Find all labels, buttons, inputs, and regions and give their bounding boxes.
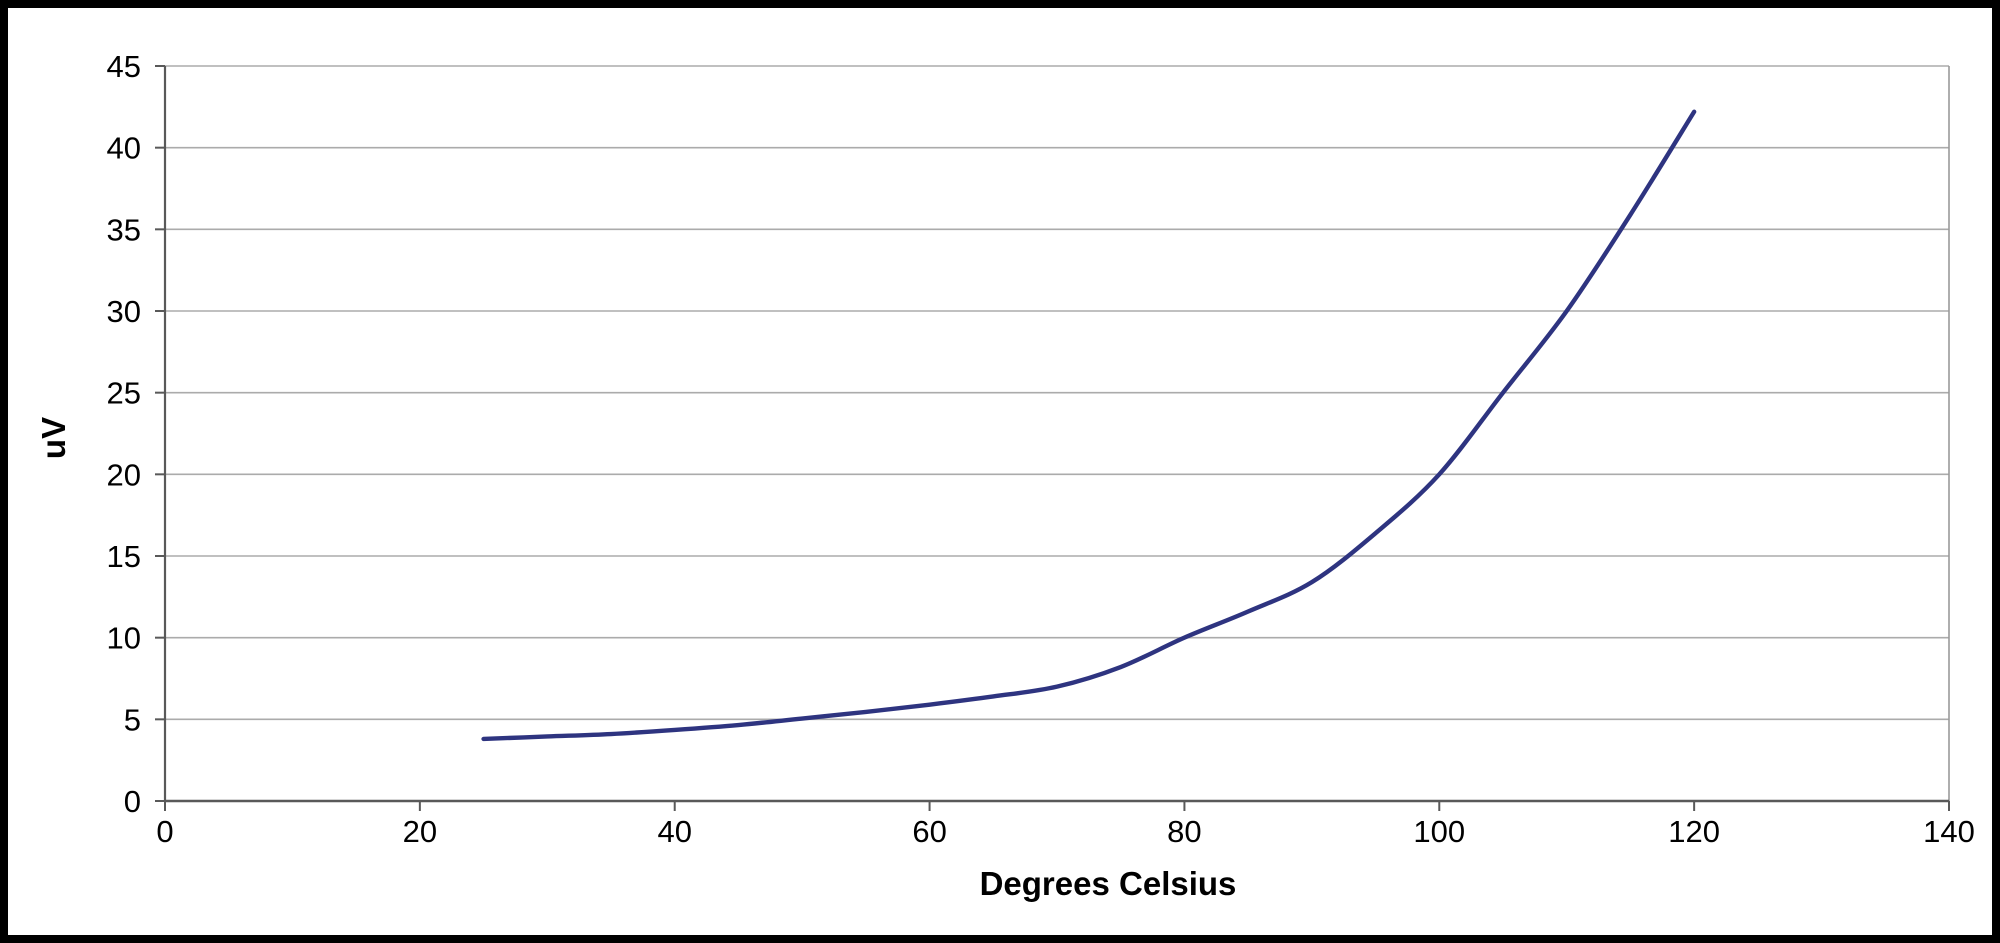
y-tick-label: 15 bbox=[107, 539, 141, 574]
x-tick-label: 20 bbox=[403, 814, 437, 849]
y-tick-label: 45 bbox=[107, 49, 141, 84]
data-series-line bbox=[481, 109, 1697, 742]
y-tick-label: 0 bbox=[124, 784, 141, 819]
tick-marks bbox=[155, 65, 1950, 811]
series-curve bbox=[481, 109, 1697, 742]
x-tick-label: 60 bbox=[912, 814, 946, 849]
x-axis-title: Degrees Celsius bbox=[980, 865, 1237, 902]
x-tick-label: 80 bbox=[1167, 814, 1201, 849]
y-tick-label: 35 bbox=[107, 212, 141, 247]
tick-labels: 0 5 10 15 20 25 30 35 40 45 0 20 40 60 80 100 120 140 bbox=[107, 49, 1975, 849]
x-tick-label: 120 bbox=[1668, 814, 1720, 849]
y-tick-label: 40 bbox=[107, 131, 141, 166]
x-tick-label: 140 bbox=[1923, 814, 1975, 849]
y-tick-label: 25 bbox=[107, 376, 141, 411]
gridlines bbox=[165, 65, 1949, 721]
y-tick-label: 5 bbox=[124, 702, 141, 737]
line-chart: 0 5 10 15 20 25 30 35 40 45 0 20 40 60 80 100 120 140 Deg… bbox=[35, 49, 1975, 902]
x-tick-label: 40 bbox=[657, 814, 691, 849]
x-tick-label: 100 bbox=[1413, 814, 1465, 849]
y-axis-title: uV bbox=[35, 417, 72, 459]
y-tick-label: 30 bbox=[107, 294, 141, 329]
axes bbox=[163, 66, 1949, 803]
y-tick-label: 10 bbox=[107, 621, 141, 656]
y-tick-label: 20 bbox=[107, 457, 141, 492]
x-tick-label: 0 bbox=[156, 814, 173, 849]
